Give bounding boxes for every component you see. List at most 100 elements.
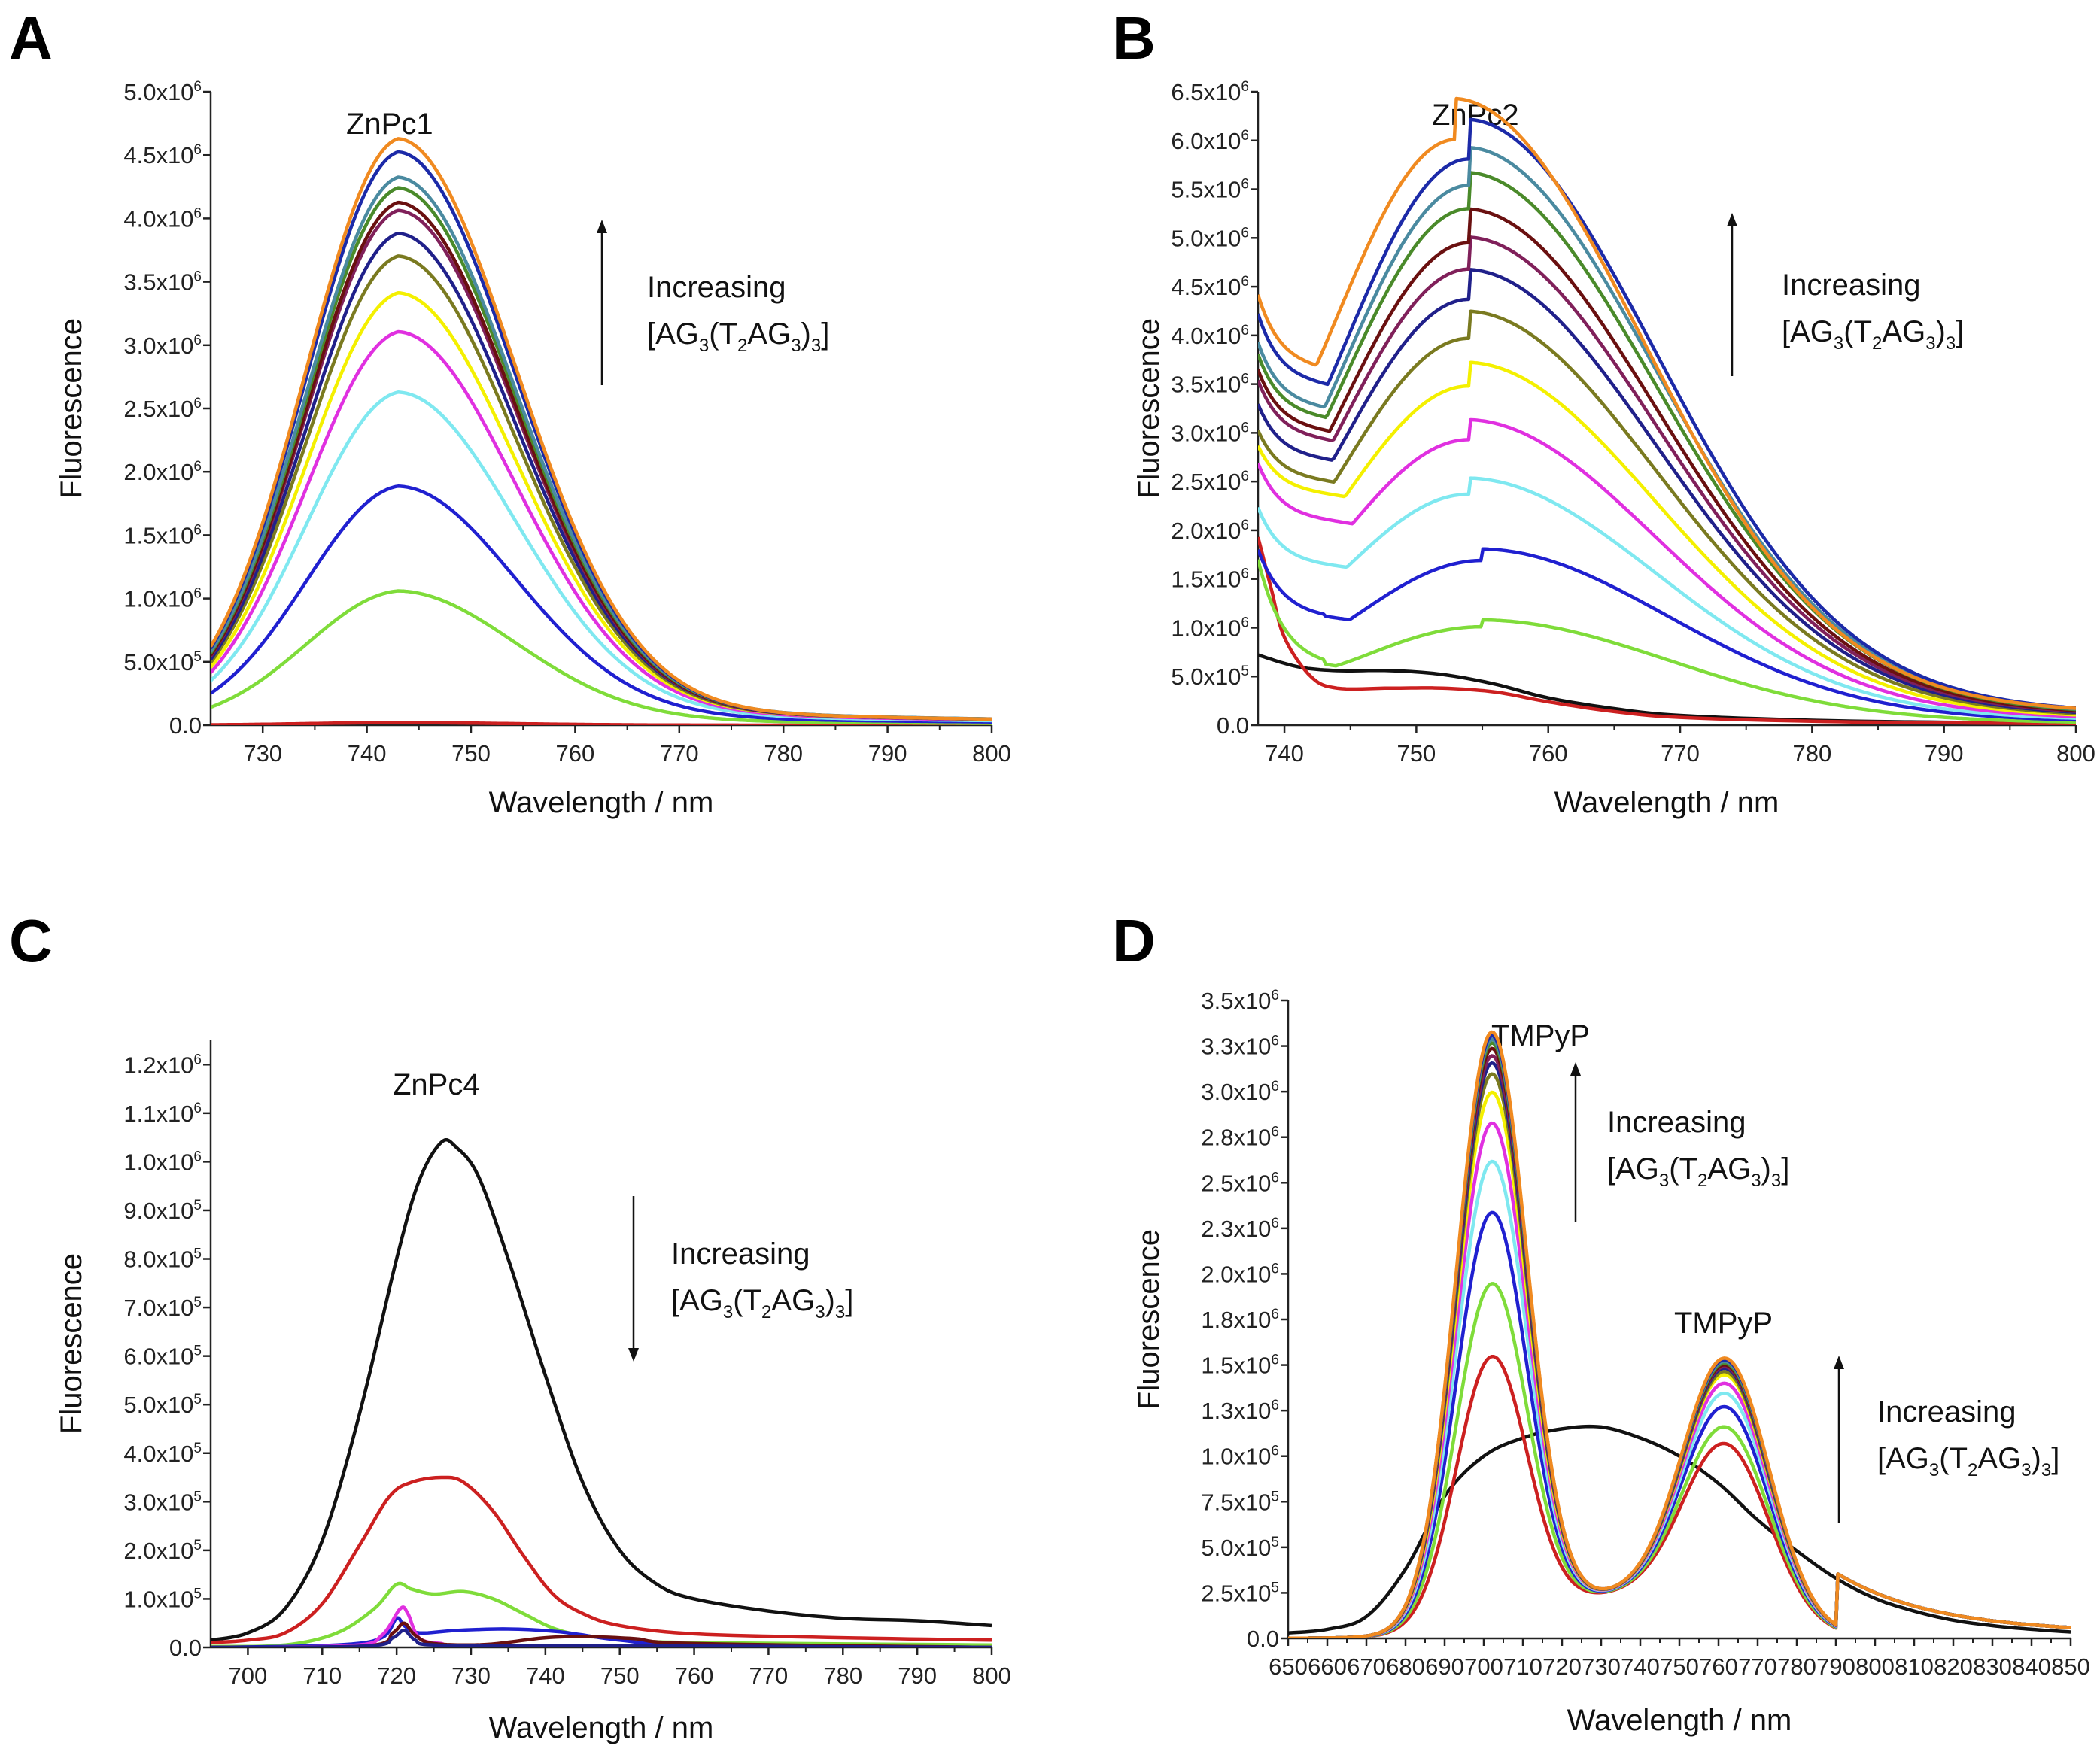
y-axis-title: Fluorescence — [1132, 318, 1165, 499]
y-tick-label: 1.5x106 — [1201, 1353, 1279, 1379]
series-line-4 — [211, 329, 992, 722]
x-tick-label: 790 — [1816, 1653, 1855, 1680]
x-tick-label: 740 — [1265, 740, 1304, 767]
series-line-magenta — [211, 1605, 992, 1647]
annotation-line1: Increasing — [671, 1237, 810, 1271]
x-tick-label: 770 — [660, 740, 699, 767]
x-tick-label: 700 — [229, 1662, 268, 1689]
x-tick-label: 750 — [1660, 1653, 1699, 1680]
panel-b: B 0.0 5.0x105 1.0x106 1.5x106 2.0x106 2.5x106 3… — [1112, 5, 2095, 819]
x-tick-label: 810 — [1895, 1653, 1934, 1680]
x-tick-label: 790 — [1925, 740, 1964, 767]
y-tick-label: 0.0 — [1247, 1626, 1279, 1652]
y-axis-title: Fluorescence — [55, 318, 88, 499]
y-axis-title: Fluorescence — [1132, 1229, 1165, 1410]
y-tick-label: 4.5x106 — [1171, 274, 1249, 300]
y-tick-label: 2.5x105 — [1201, 1580, 1279, 1606]
series-line-navy — [211, 1629, 992, 1647]
x-tick-label: 740 — [526, 1662, 565, 1689]
y-tick-label: 5.0x105 — [1171, 663, 1249, 690]
annotation-line2: [AG3(T2AG3)3] — [647, 317, 829, 356]
series-line-orange — [1288, 1030, 2071, 1638]
x-axis-title: Wavelength / nm — [489, 786, 714, 819]
y-tick-label: 1.0x106 — [123, 586, 202, 612]
chart-title: ZnPc4 — [393, 1068, 480, 1101]
y-tick-label: 1.8x106 — [1201, 1307, 1279, 1333]
x-tick-label: 780 — [823, 1662, 862, 1689]
annotation-line2: [AG3(T2AG3)3] — [1782, 315, 1964, 354]
y-tick-label: 1.0x106 — [123, 1149, 202, 1175]
y-tick-label: 9.0x105 — [123, 1198, 202, 1224]
y-tick-label: 8.0x105 — [123, 1246, 202, 1273]
plot-area — [1288, 1030, 2071, 1638]
x-tick-label: 760 — [556, 740, 595, 767]
x-tick-label: 840 — [2012, 1653, 2051, 1680]
y-tick-label: 4.0x105 — [123, 1441, 202, 1467]
y-tick-label: 5.0x106 — [123, 79, 202, 105]
annotation-line1: Increasing — [1782, 269, 1921, 302]
y-tick-label: 3.5x106 — [1201, 988, 1279, 1014]
y-tick-label: 1.5x106 — [123, 522, 202, 548]
y-tick-label: 2.0x106 — [123, 459, 202, 485]
y-tick-label: 2.5x106 — [1171, 469, 1249, 495]
chart-title: TMPyP — [1491, 1019, 1590, 1052]
annotation-arrowhead — [1727, 213, 1737, 226]
x-tick-label: 730 — [243, 740, 282, 767]
x-tick-label: 750 — [451, 740, 491, 767]
x-tick-label: 780 — [1792, 740, 1831, 767]
annotation-line1: Increasing — [647, 271, 786, 304]
y-tick-label: 7.0x105 — [123, 1295, 202, 1321]
annotation-2-line1: Increasing — [1877, 1395, 2016, 1429]
x-tick-label: 800 — [972, 1662, 1011, 1689]
y-tick-label: 2.0x105 — [123, 1538, 202, 1564]
annotation-line2: [AG3(T2AG3)3] — [671, 1284, 853, 1322]
panel-letter: D — [1112, 907, 1156, 974]
x-tick-label: 660 — [1308, 1653, 1347, 1680]
series-line-magenta — [1288, 1121, 2071, 1638]
y-axis-title: Fluorescence — [55, 1253, 88, 1434]
y-tick-label: 6.5x106 — [1171, 79, 1249, 105]
y-tick-label: 3.0x106 — [1201, 1079, 1279, 1105]
y-tick-label: 1.1x106 — [123, 1101, 202, 1127]
x-tick-label: 710 — [302, 1662, 342, 1689]
y-tick-label: 1.3x106 — [1201, 1398, 1279, 1424]
y-tick-label: 3.0x106 — [1171, 420, 1249, 446]
y-tick-label: 6.0x105 — [123, 1344, 202, 1370]
panel-letter: C — [9, 907, 53, 974]
y-tick-label: 5.5x106 — [1171, 177, 1249, 203]
x-tick-label: 730 — [451, 1662, 491, 1689]
y-tick-label: 2.5x106 — [1201, 1170, 1279, 1196]
series-line-13 — [1258, 96, 2076, 710]
series-line-black — [211, 1137, 992, 1642]
y-tick-label: 2.5x106 — [123, 396, 202, 422]
panel-letter: B — [1112, 5, 1156, 71]
annotation-arrowhead — [628, 1348, 639, 1362]
series-line-1 — [1258, 559, 2076, 724]
x-axis-title: Wavelength / nm — [1567, 1704, 1792, 1737]
y-tick-label: 5.0x105 — [123, 1392, 202, 1418]
x-tick-label: 740 — [1621, 1653, 1660, 1680]
series-line-red — [1258, 536, 2076, 725]
x-tick-label: 710 — [1503, 1653, 1542, 1680]
plot-area — [1258, 96, 2076, 725]
x-tick-label: 770 — [1661, 740, 1700, 767]
series-line-12 — [1258, 117, 2076, 710]
x-tick-label: 760 — [1529, 740, 1568, 767]
y-tick-label: 3.0x105 — [123, 1489, 202, 1515]
annotation-2-line2: [AG3(T2AG3)3] — [1877, 1442, 2059, 1480]
x-tick-label: 760 — [675, 1662, 714, 1689]
y-tick-label: 3.5x106 — [1171, 372, 1249, 398]
x-tick-label: 670 — [1347, 1653, 1386, 1680]
series-line-4 — [1258, 417, 2076, 718]
y-tick-label: 2.3x106 — [1201, 1216, 1279, 1242]
x-tick-label: 690 — [1425, 1653, 1464, 1680]
y-tick-label: 1.0x106 — [1201, 1444, 1279, 1470]
x-tick-label: 820 — [1934, 1653, 1973, 1680]
x-tick-label: 750 — [1397, 740, 1436, 767]
y-tick-label: 0.0 — [1217, 712, 1249, 739]
panel-a: A 0.0 5.0x105 1.0x106 1.5x106 2.0x106 2.5x106 3… — [9, 5, 1011, 819]
series-line-purple — [1288, 1054, 2071, 1638]
series-line-0 — [211, 721, 992, 725]
plot-area — [211, 137, 992, 725]
panel-letter: A — [9, 5, 53, 71]
